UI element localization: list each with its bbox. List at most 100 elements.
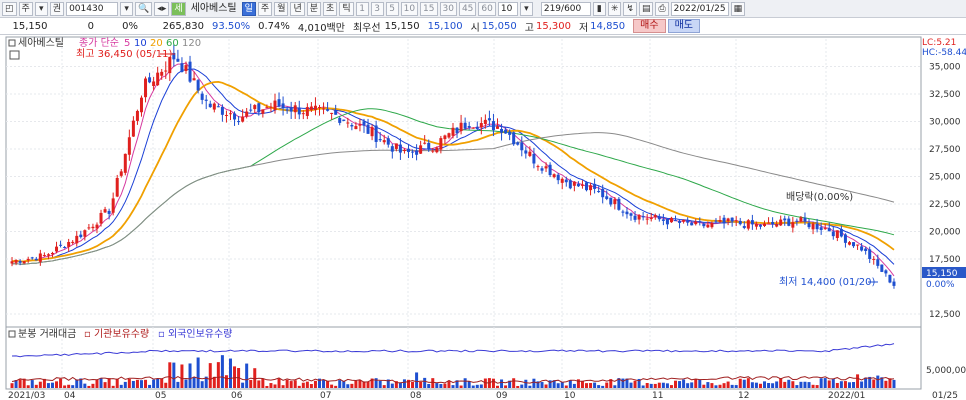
interval-1[interactable]: 1: [355, 1, 369, 16]
candle-body: [123, 153, 127, 173]
x-tick-label: 2022/01: [828, 391, 865, 400]
volume-panel-toggle-icon[interactable]: [8, 330, 16, 338]
candle-body: [613, 199, 617, 205]
candle-body: [839, 229, 843, 237]
chart-area[interactable]: 35,000 32,500 30,000 27,500 25,000 22,500 20,0…: [0, 35, 966, 400]
y-tick-label: 35,000: [929, 63, 961, 73]
candle-body: [180, 63, 184, 72]
chart-type-icon[interactable]: ▮: [592, 1, 606, 16]
candle-body: [487, 118, 491, 121]
tool-icon[interactable]: ↯: [623, 1, 637, 16]
volume-bar: [135, 379, 139, 388]
candle-body: [637, 215, 641, 220]
candle-body: [463, 122, 467, 129]
interval-60[interactable]: 60: [478, 1, 496, 16]
interval-3[interactable]: 3: [370, 1, 384, 16]
interval-5[interactable]: 5: [385, 1, 399, 16]
period-select[interactable]: 주: [18, 1, 33, 16]
tab-week[interactable]: 주: [257, 1, 273, 16]
volume-bar: [661, 382, 665, 388]
volume-bar: [46, 383, 50, 388]
volume-bar: [269, 383, 273, 388]
candle-body: [686, 220, 690, 223]
volume-bar: [423, 377, 427, 388]
stock-code-input[interactable]: [66, 1, 119, 16]
candle-body: [83, 230, 87, 237]
candle-body: [439, 138, 443, 150]
toolbar: ◰ 주 ▾ 권 ▾ 🔍 ◂▸ 세 세아베스틸 일 주 월 년 분 초 틱 1 3…: [0, 0, 966, 18]
candle-body: [714, 220, 718, 222]
hc-label: HC:-58.44: [922, 48, 966, 58]
candle-body: [322, 108, 326, 110]
candle-body: [455, 127, 459, 134]
volume-bar: [184, 379, 188, 388]
search-icon[interactable]: 🔍: [135, 1, 153, 16]
volume-bar: [758, 383, 762, 388]
candle-body: [645, 218, 649, 220]
candle-body: [220, 106, 224, 115]
candle-body: [726, 218, 730, 222]
tab-minute[interactable]: 분: [306, 1, 322, 16]
volume-bar: [880, 377, 884, 388]
volume-bar: [674, 380, 678, 388]
candle-body: [326, 109, 330, 111]
dropdown-arrow-icon[interactable]: ▾: [120, 1, 134, 16]
prev-next-icon[interactable]: ◂▸: [154, 1, 170, 16]
volume-bar: [156, 378, 160, 388]
print-icon[interactable]: ⎙: [655, 1, 669, 16]
candle-body: [103, 209, 107, 213]
date-input[interactable]: [670, 1, 729, 16]
tab-year[interactable]: 년: [290, 1, 305, 16]
candle-body: [447, 133, 451, 138]
interval-30[interactable]: 30: [439, 1, 457, 16]
candle-body: [532, 153, 536, 164]
sell-button[interactable]: 매도: [667, 19, 700, 33]
save-icon[interactable]: ▤: [638, 1, 654, 16]
tab-day[interactable]: 일: [241, 1, 256, 16]
volume-bar: [799, 381, 803, 388]
price-chart[interactable]: 35,000 32,500 30,000 27,500 25,000 22,500 20,0…: [0, 35, 966, 400]
candle-body: [188, 61, 192, 82]
candle-body: [301, 113, 305, 115]
volume-bar: [374, 378, 378, 388]
volume-bar: [585, 383, 589, 388]
panel-toggle-icon[interactable]: [8, 39, 16, 47]
candle-body: [216, 106, 220, 108]
interval-45[interactable]: 45: [458, 1, 477, 16]
tab-second[interactable]: 초: [323, 1, 338, 16]
interval-10[interactable]: 10: [400, 1, 419, 16]
volume-bar: [479, 384, 483, 388]
interval-input[interactable]: [497, 1, 518, 16]
tab-month[interactable]: 월: [274, 1, 289, 16]
buy-button[interactable]: 매수: [633, 19, 666, 33]
candle-body: [14, 260, 18, 263]
count-input[interactable]: [540, 1, 591, 16]
window-icon[interactable]: ◰: [2, 1, 17, 16]
interval-15[interactable]: 15: [420, 1, 438, 16]
candle-body: [131, 120, 135, 137]
foreign-holding-line: [11, 343, 895, 358]
candle-body: [204, 99, 208, 101]
candle-body: [629, 213, 633, 216]
volume-bar: [641, 385, 645, 388]
candle-body: [196, 80, 200, 91]
volume-bar: [431, 378, 435, 388]
volume-bar: [297, 385, 301, 388]
volume-bar: [172, 362, 176, 388]
candle-body: [402, 149, 406, 152]
volume-bar: [220, 355, 224, 388]
settings-icon[interactable]: ✳: [607, 1, 622, 16]
tab-tick[interactable]: 틱: [339, 1, 354, 16]
volume-bar: [241, 382, 245, 388]
dropdown-arrow-icon[interactable]: ▾: [519, 1, 533, 16]
volume-bar: [617, 378, 621, 388]
grid-toggle-icon[interactable]: [9, 50, 20, 60]
candle-body: [657, 216, 661, 220]
favorite-icon[interactable]: 세: [171, 1, 186, 16]
market-select[interactable]: 권: [49, 1, 65, 16]
candle-body: [803, 217, 807, 222]
volume-bar: [34, 384, 38, 388]
calendar-icon[interactable]: ▦: [730, 1, 746, 16]
dropdown-arrow-icon[interactable]: ▾: [34, 1, 48, 16]
candle-body: [888, 274, 892, 283]
